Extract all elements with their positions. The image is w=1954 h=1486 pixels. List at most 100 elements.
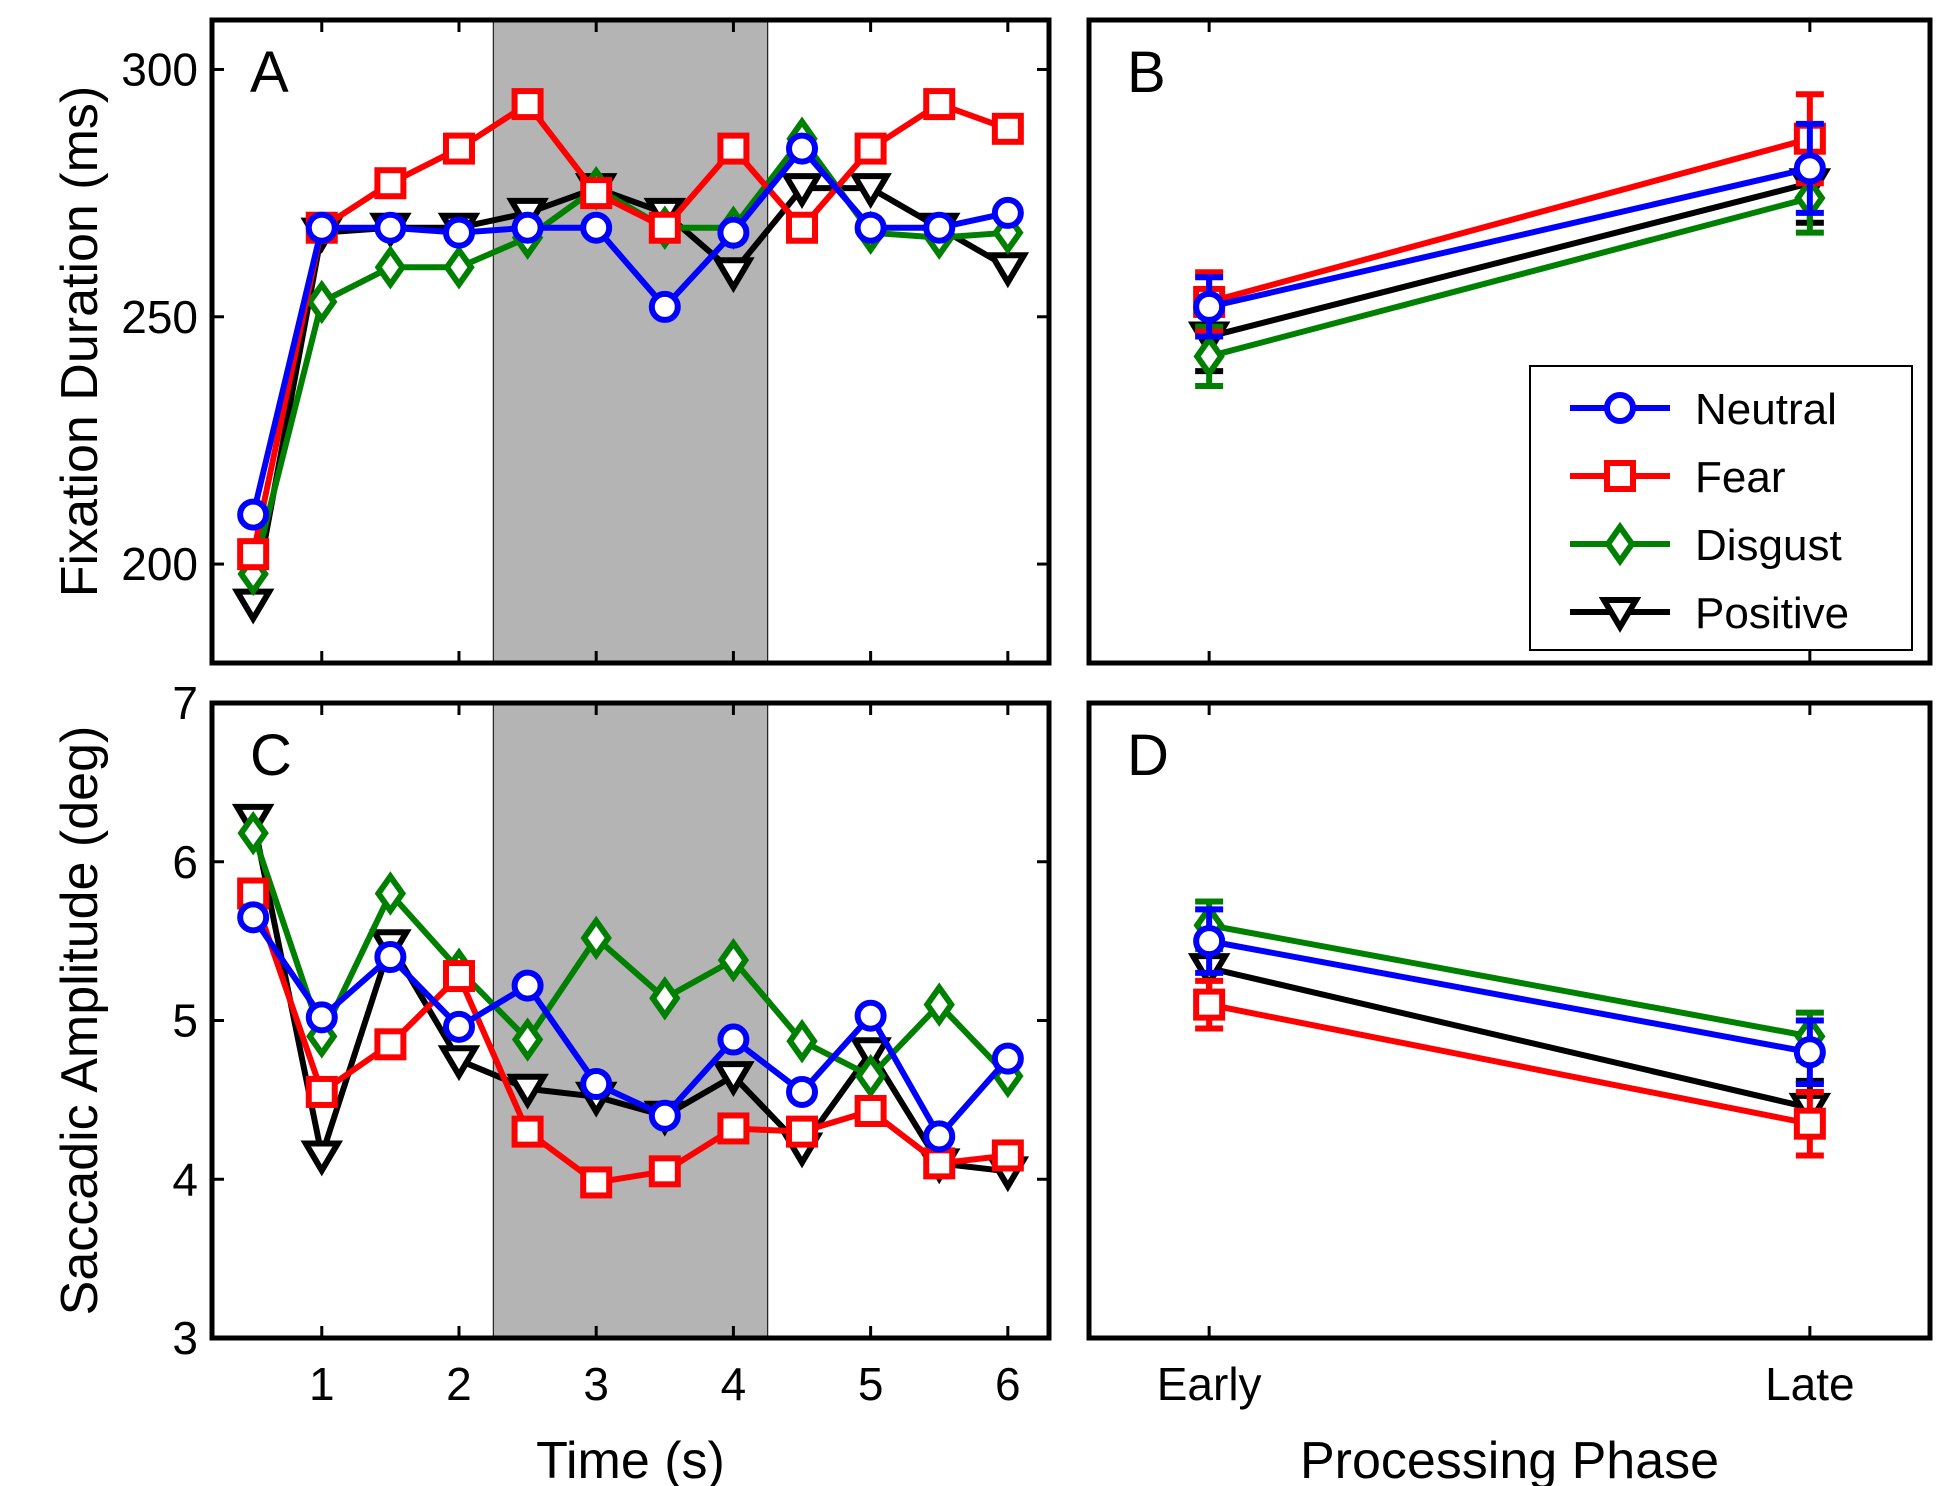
data-point	[443, 245, 475, 290]
series-fear	[1193, 91, 1826, 335]
y-tick-label: 300	[121, 43, 198, 95]
y-tick-label: 3	[172, 1312, 198, 1364]
data-point	[923, 1147, 956, 1180]
legend-item-disgust: Disgust	[1570, 521, 1842, 570]
legend-item-positive: Positive	[1570, 589, 1849, 638]
x-tick-label: Late	[1765, 1358, 1855, 1410]
data-point	[854, 211, 887, 244]
data-point	[717, 132, 750, 165]
panel-a: 200 250 300 A Fixation Duration (ms)	[51, 17, 1052, 666]
series-neutral	[1193, 120, 1826, 340]
data-point	[1793, 152, 1826, 185]
data-point	[923, 982, 955, 1027]
x-tick-label: Early	[1157, 1358, 1262, 1410]
data-point	[580, 915, 612, 961]
data-point	[237, 498, 270, 531]
series-disgust	[1193, 160, 1826, 390]
data-point	[1193, 334, 1225, 379]
data-point	[1793, 1107, 1826, 1140]
data-point	[849, 1037, 892, 1074]
series-line	[1208, 195, 1811, 360]
data-point	[923, 211, 956, 244]
x-tick-label: 2	[446, 1358, 472, 1410]
data-point	[648, 290, 681, 323]
data-point	[991, 196, 1024, 229]
data-point	[649, 976, 681, 1021]
data-point	[305, 1001, 338, 1034]
x-tick-label: 1	[309, 1358, 335, 1410]
series-neutral	[237, 901, 1024, 1153]
data-point	[717, 1112, 750, 1145]
data-point	[786, 211, 819, 244]
axes-frame	[1086, 700, 1933, 1341]
data-point	[437, 1045, 481, 1082]
data-point	[300, 1140, 344, 1177]
y-tick-label: 4	[172, 1153, 198, 1205]
legend-label: Disgust	[1695, 521, 1842, 570]
series-line	[1208, 180, 1811, 340]
panel-letter: A	[250, 40, 289, 105]
data-point	[854, 999, 887, 1032]
data-point	[374, 871, 407, 916]
series-line	[1208, 1001, 1811, 1127]
y-axis-label: Saccadic Amplitude (deg)	[51, 726, 109, 1316]
data-point	[374, 1028, 407, 1061]
x-axis-label: Processing Phase	[1300, 1432, 1719, 1486]
x-tick-label: 6	[995, 1358, 1021, 1410]
y-tick-label: 5	[172, 995, 198, 1047]
data-point	[511, 969, 544, 1002]
data-point	[1193, 925, 1226, 958]
series-fear	[237, 88, 1024, 571]
data-point	[580, 1068, 613, 1100]
data-point	[374, 245, 407, 290]
shaded-interval	[492, 702, 769, 1339]
legend-label: Neutral	[1695, 385, 1837, 434]
data-point	[648, 211, 681, 244]
data-point	[511, 88, 544, 121]
series-fear	[1193, 977, 1826, 1159]
legend-item-neutral: Neutral	[1570, 385, 1837, 434]
data-point	[648, 1099, 681, 1132]
legend-label: Fear	[1695, 453, 1785, 502]
data-point	[237, 810, 269, 856]
data-point	[374, 167, 407, 200]
panel-letter: D	[1127, 723, 1169, 788]
data-point	[580, 1166, 613, 1199]
data-point	[717, 216, 750, 249]
data-point	[854, 132, 887, 165]
y-tick-label: 250	[121, 291, 198, 343]
axes-frame	[209, 17, 1052, 666]
data-point	[442, 1010, 475, 1043]
y-tick-label: 200	[121, 538, 198, 590]
panel-b: B Neutral Fear Disgust Positive	[1086, 17, 1933, 666]
series-line	[1208, 965, 1811, 1111]
data-point	[580, 211, 613, 244]
data-point	[442, 216, 475, 249]
data-point	[923, 88, 956, 121]
data-point	[1793, 1036, 1826, 1069]
legend: Neutral Fear Disgust Positive	[1529, 365, 1913, 651]
legend-marker	[1598, 597, 1642, 633]
panel-letter: C	[250, 723, 292, 788]
panel-letter: B	[1127, 40, 1166, 105]
series-neutral	[237, 132, 1024, 531]
y-axis-label: Fixation Duration (ms)	[51, 86, 109, 597]
data-point	[237, 538, 270, 571]
legend-box	[1529, 365, 1913, 651]
data-point	[511, 1115, 544, 1148]
legend-item-fear: Fear	[1570, 453, 1785, 502]
y-tick-label: 7	[172, 677, 198, 729]
data-point	[786, 132, 819, 165]
data-point	[712, 257, 755, 294]
x-tick-label: 4	[721, 1358, 747, 1410]
axes-frame	[209, 700, 1052, 1341]
data-point	[923, 1120, 956, 1153]
x-tick-label: 5	[858, 1358, 884, 1410]
series-line	[1208, 135, 1811, 305]
data-point	[305, 211, 338, 244]
data-point	[786, 1115, 819, 1148]
data-point	[780, 173, 824, 210]
data-point	[991, 1042, 1024, 1075]
series-line	[1208, 922, 1811, 1040]
